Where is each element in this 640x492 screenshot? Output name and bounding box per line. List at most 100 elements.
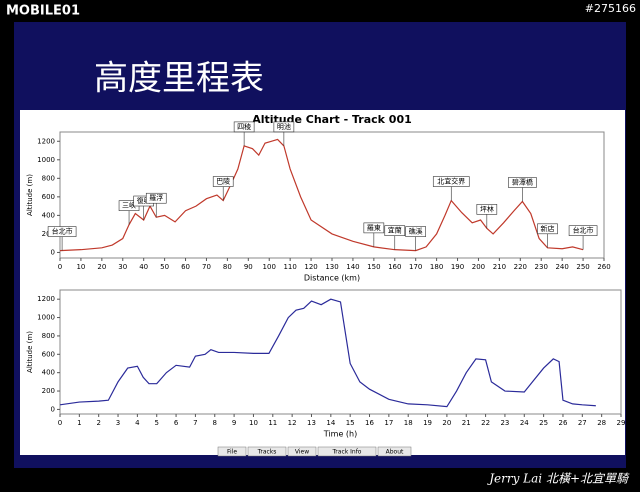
x-tick-label: 13 bbox=[307, 419, 316, 427]
tab-label[interactable]: About bbox=[386, 449, 404, 456]
altitude-line bbox=[59, 138, 584, 252]
x-tick-label: 150 bbox=[367, 263, 380, 271]
tab[interactable] bbox=[287, 446, 317, 457]
x-tick-label: 100 bbox=[263, 263, 276, 271]
annotation: 四稜 bbox=[237, 122, 251, 131]
y-tick-label: 400 bbox=[42, 369, 55, 377]
annotation: 礁溪 bbox=[409, 227, 423, 236]
y-tick-label: 1200 bbox=[37, 295, 55, 303]
x-tick-label: 20 bbox=[442, 419, 451, 427]
tab-label[interactable]: View bbox=[295, 449, 309, 456]
annotation-box bbox=[537, 223, 558, 235]
annotation: 巴陵 bbox=[216, 177, 230, 186]
x-tick-label: 23 bbox=[500, 419, 509, 427]
x-tick-label: 24 bbox=[520, 419, 529, 427]
x-tick-label: 220 bbox=[514, 263, 527, 271]
x-tick-label: 10 bbox=[76, 263, 85, 271]
annotation: 宜蘭 bbox=[388, 226, 402, 235]
x-tick-label: 18 bbox=[404, 419, 413, 427]
y-tick-label: 1000 bbox=[37, 314, 55, 322]
x-tick-label: 30 bbox=[118, 263, 127, 271]
annotation: 坪林 bbox=[480, 204, 494, 213]
x-tick-label: 190 bbox=[451, 263, 464, 271]
slide-title: 高度里程表 bbox=[94, 59, 264, 99]
x-tick-label: 7 bbox=[193, 419, 197, 427]
y-tick-label: 0 bbox=[51, 248, 55, 256]
tab-label[interactable]: Tracks bbox=[257, 449, 277, 456]
y-tick-label: 0 bbox=[51, 405, 55, 413]
logo: MOBILE01 bbox=[6, 4, 80, 19]
x-tick-label: 20 bbox=[97, 263, 106, 271]
annotation-box bbox=[568, 225, 598, 236]
x-tick-label: 4 bbox=[135, 419, 140, 427]
annotation: 羅東 bbox=[367, 223, 381, 232]
x-tick-label: 130 bbox=[325, 263, 338, 271]
tab[interactable] bbox=[317, 446, 377, 457]
annotation-box bbox=[476, 204, 498, 215]
x-tick-label: 12 bbox=[288, 419, 297, 427]
x-tick-label: 28 bbox=[597, 419, 606, 427]
annotation-box bbox=[233, 121, 255, 133]
x-tick-label: 210 bbox=[493, 263, 506, 271]
annotation: 台北市 bbox=[573, 226, 594, 235]
tab-label[interactable]: Track Info bbox=[332, 449, 362, 456]
tab[interactable] bbox=[247, 446, 287, 457]
x-tick-label: 160 bbox=[388, 263, 401, 271]
x-tick-label: 0 bbox=[58, 263, 62, 271]
x-tick-label: 17 bbox=[384, 419, 393, 427]
x-tick-label: 140 bbox=[346, 263, 359, 271]
x-tick-label: 90 bbox=[244, 263, 253, 271]
tabs: File Tracks View Track Info About bbox=[217, 446, 412, 457]
footer-band bbox=[14, 455, 626, 468]
x-tick-label: 260 bbox=[597, 263, 610, 271]
annotation-box bbox=[405, 226, 426, 237]
x-tick-label: 6 bbox=[174, 419, 179, 427]
footer: Jerry Lai 北橫+北宜單騎 bbox=[486, 472, 630, 486]
x-tick-label: 16 bbox=[365, 419, 374, 427]
x-tick-label: 9 bbox=[232, 419, 236, 427]
x-tick-label: 21 bbox=[462, 419, 471, 427]
y-tick-label: 600 bbox=[42, 193, 55, 201]
x-tick-label: 11 bbox=[268, 419, 277, 427]
x-tick-label: 26 bbox=[559, 419, 568, 427]
annotation: 台北市 bbox=[52, 227, 73, 236]
altitude-line bbox=[59, 298, 596, 408]
tab[interactable] bbox=[377, 446, 412, 457]
x-tick-label: 0 bbox=[58, 419, 62, 427]
y-axis-label: Altitude (m) bbox=[26, 331, 34, 373]
annotation: 明池 bbox=[277, 122, 291, 131]
tab[interactable] bbox=[217, 446, 247, 457]
x-tick-label: 15 bbox=[346, 419, 355, 427]
x-tick-label: 250 bbox=[576, 263, 589, 271]
y-tick-label: 200 bbox=[42, 387, 55, 395]
post-id: #275166 bbox=[585, 2, 636, 15]
y-tick-label: 800 bbox=[42, 332, 55, 340]
x-tick-label: 120 bbox=[304, 263, 317, 271]
x-tick-label: 170 bbox=[409, 263, 422, 271]
x-tick-label: 230 bbox=[535, 263, 548, 271]
y-tick-label: 400 bbox=[42, 211, 55, 219]
annotation: 三峽 bbox=[122, 201, 136, 210]
x-tick-label: 60 bbox=[181, 263, 190, 271]
x-tick-label: 1 bbox=[77, 419, 81, 427]
tab-label[interactable]: File bbox=[227, 449, 237, 456]
annotation: 復興 bbox=[137, 196, 151, 205]
annotation: 碧潭橋 bbox=[512, 177, 533, 186]
x-tick-label: 22 bbox=[481, 419, 490, 427]
annotation-box bbox=[508, 177, 537, 188]
x-tick-label: 70 bbox=[202, 263, 211, 271]
y-tick-label: 1200 bbox=[37, 137, 55, 145]
x-tick-label: 180 bbox=[430, 263, 443, 271]
y-tick-label: 800 bbox=[42, 174, 55, 182]
annotation-box bbox=[212, 176, 234, 187]
x-tick-label: 240 bbox=[555, 263, 568, 271]
x-tick-label: 10 bbox=[249, 419, 258, 427]
x-tick-label: 110 bbox=[283, 263, 296, 271]
x-tick-label: 40 bbox=[139, 263, 148, 271]
x-axis-label: Time (h) bbox=[323, 430, 357, 439]
x-tick-label: 27 bbox=[578, 419, 587, 427]
y-axis-label: Altitude (m) bbox=[26, 174, 34, 216]
annotation-box bbox=[363, 222, 385, 234]
